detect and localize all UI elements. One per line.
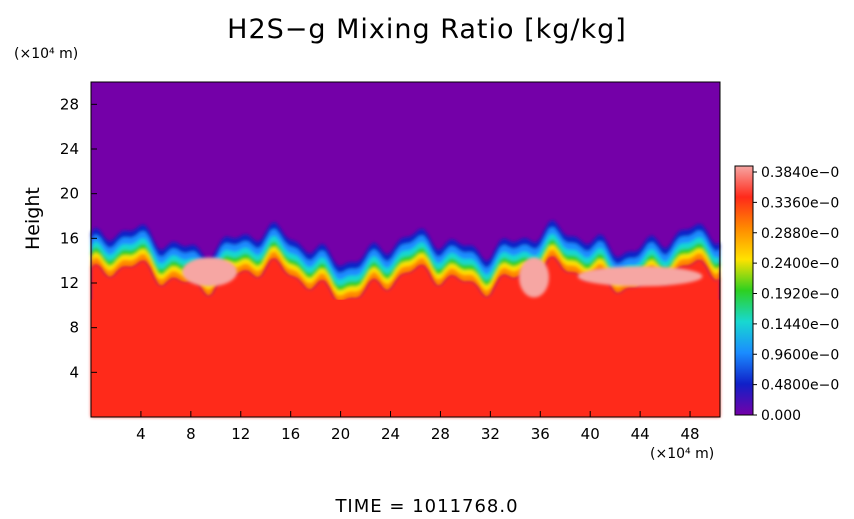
y-tick-label-16: 16	[60, 229, 79, 247]
x-tick-label-44: 44	[631, 425, 650, 443]
x-tick-label-8: 8	[186, 425, 196, 443]
plot-frame	[90, 81, 721, 418]
transition-band-2	[91, 233, 720, 289]
plume-0	[182, 257, 238, 287]
transition-band-0	[91, 220, 720, 277]
colorbar: 0.3840e−0 0.3360e−0 0.2880e−0 0.2400e−0 0.19…	[734, 165, 839, 424]
colorbar-label-8: 0.000	[761, 408, 801, 424]
plot-area	[91, 82, 720, 417]
x-tick-label-12: 12	[231, 425, 250, 443]
transition-zone	[91, 220, 720, 304]
x-tick-label-40: 40	[581, 425, 600, 443]
x-tick-label-32: 32	[481, 425, 500, 443]
y-tick-label-24: 24	[60, 140, 79, 158]
x-tick-label-48: 48	[681, 425, 700, 443]
colorbar-label-6: 0.9600e−0	[761, 347, 839, 363]
y-tick-label-12: 12	[60, 274, 79, 292]
transition-band-3	[91, 239, 720, 295]
time-label: TIME	[335, 496, 383, 517]
field-lower-base	[91, 299, 720, 417]
colorbar-label-4: 0.1920e−0	[761, 287, 839, 303]
y-axis-unit: (×10⁴ m)	[14, 46, 79, 62]
x-tick-label-4: 4	[136, 425, 146, 443]
colorbar-bar	[734, 165, 754, 416]
time-equals: =	[389, 496, 406, 517]
transition-band-5	[91, 249, 720, 304]
transition-band-4	[91, 244, 720, 299]
x-tick-label-16: 16	[281, 425, 300, 443]
y-tick-label-20: 20	[60, 185, 79, 203]
x-axis-unit: (×10⁴ m)	[650, 446, 715, 462]
colorbar-label-0: 0.3840e−0	[761, 165, 839, 181]
transition-band-1	[91, 227, 720, 283]
y-tick-label-4: 4	[69, 363, 79, 381]
x-tick-label-20: 20	[331, 425, 350, 443]
colorbar-label-2: 0.2880e−0	[761, 226, 839, 242]
y-tick-label-8: 8	[69, 319, 79, 337]
time-readout: TIME = 1011768.0	[0, 496, 854, 517]
chart-title: H2S−g Mixing Ratio [kg/kg]	[227, 14, 627, 45]
plume-1	[519, 257, 550, 298]
y-tick-label-28: 28	[60, 95, 79, 113]
colorbar-label-5: 0.1440e−0	[761, 317, 839, 333]
time-value: 1011768.0	[412, 496, 519, 517]
x-tick-label-28: 28	[431, 425, 450, 443]
x-tick-label-36: 36	[531, 425, 550, 443]
x-tick-label-24: 24	[381, 425, 400, 443]
colorbar-label-3: 0.2400e−0	[761, 256, 839, 272]
colorbar-label-7: 0.4800e−0	[761, 378, 839, 394]
plume-2	[577, 266, 703, 287]
colorbar-label-1: 0.3360e−0	[761, 195, 839, 211]
